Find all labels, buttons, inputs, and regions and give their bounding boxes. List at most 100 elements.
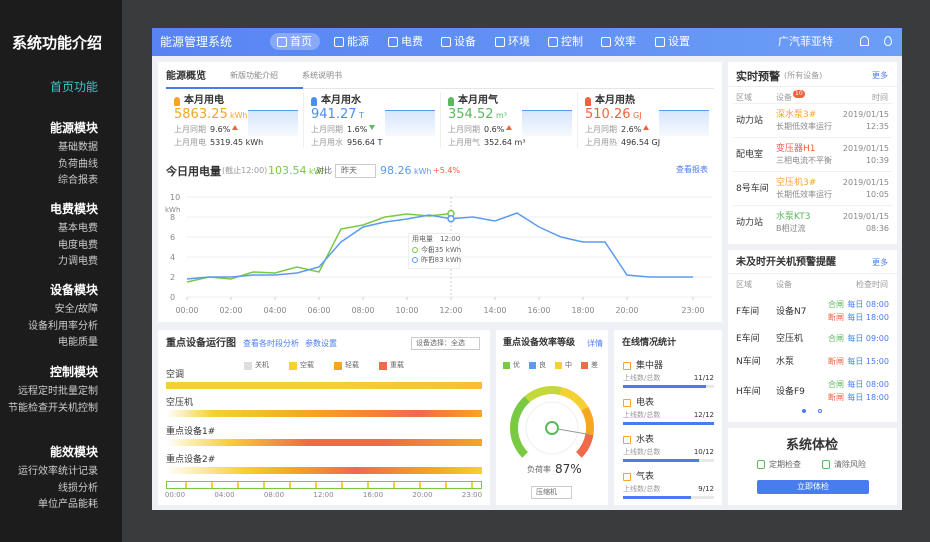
run-bar xyxy=(166,467,482,474)
nav-item[interactable]: 效率 xyxy=(594,33,644,50)
card-unit: T xyxy=(359,111,364,120)
sidebar-item[interactable]: 综合报表 xyxy=(58,175,98,186)
sidebar-item[interactable]: 设备利用率分析 xyxy=(28,320,98,332)
device-label: 空调 xyxy=(166,370,185,380)
report-link[interactable]: 查看报表 xyxy=(676,165,708,174)
sidebar-item[interactable]: 单位产品能耗 xyxy=(38,499,98,510)
y-tick-label: 6 xyxy=(170,233,175,242)
switch-panel xyxy=(728,250,897,422)
trend-arrow xyxy=(643,125,649,130)
card-last: 352.64 m³ xyxy=(484,138,526,147)
today-total: 103.54 xyxy=(268,164,307,177)
nav-icon xyxy=(495,37,505,47)
card-value: 941.27 xyxy=(311,107,357,122)
switch-more[interactable]: 更多 xyxy=(872,258,888,267)
legend-label: 空载 xyxy=(300,361,314,369)
meter-value: 9/12 xyxy=(698,485,714,493)
meter-name: 集中器 xyxy=(636,361,664,371)
sidebar-item[interactable]: 线损分析 xyxy=(58,482,98,494)
card-divider xyxy=(577,92,578,148)
sidebar-item[interactable]: 负荷曲线 xyxy=(58,158,98,170)
nav-item[interactable]: 控制 xyxy=(541,33,591,50)
run-link[interactable]: 查看各时段分析 xyxy=(243,339,299,348)
sidebar-home[interactable]: 首页功能 xyxy=(49,80,98,94)
sidebar-item[interactable]: 安全/故障 xyxy=(54,304,98,315)
series-line xyxy=(186,212,452,283)
sidebar-item[interactable]: 电能质量 xyxy=(58,337,98,348)
compare-select[interactable]: 昨天 xyxy=(335,164,376,178)
sidebar-item[interactable]: 基础数据 xyxy=(58,142,98,153)
timeline-tick: 20:00 xyxy=(412,491,433,499)
run-link[interactable]: 参数设置 xyxy=(305,339,337,348)
alerts-column: 时间 xyxy=(872,93,888,102)
alerts-panel xyxy=(728,62,897,244)
sidebar-item[interactable]: 运行效率统计记录 xyxy=(18,466,98,477)
x-tick-label: 23:00 xyxy=(681,306,704,315)
rule xyxy=(728,273,897,274)
checkup-icon xyxy=(757,460,765,469)
run-select[interactable]: 设备选择：全选 xyxy=(411,337,480,350)
nav-item[interactable]: 环境 xyxy=(488,33,538,50)
trend-arrow xyxy=(369,125,375,130)
checkup-button[interactable]: 立即体检 xyxy=(757,480,869,494)
tab[interactable]: 新版功能介绍 xyxy=(230,71,278,80)
efficiency-link[interactable]: 详情 xyxy=(587,339,603,348)
x-tick-label: 18:00 xyxy=(571,306,594,315)
switch-area: E车间 xyxy=(736,334,760,344)
company[interactable]: 广汽菲亚特 xyxy=(778,35,833,48)
efficiency-select[interactable]: 压缩机 xyxy=(531,486,572,499)
card-icon xyxy=(448,97,454,106)
timeline xyxy=(166,481,482,489)
switch-device: 空压机 xyxy=(776,334,804,344)
nav-icon xyxy=(601,37,611,47)
card-title: 本月用电 xyxy=(184,95,224,106)
meter-bar xyxy=(623,385,707,388)
sidebar-item[interactable]: 基本电费 xyxy=(58,223,98,234)
tooltip-value: 8.35 kWh xyxy=(428,246,462,254)
timeline-tick: 23:00 xyxy=(461,491,483,499)
gauge-band xyxy=(524,386,562,403)
tooltip-time: 12:00 xyxy=(440,235,461,243)
tooltip-name: 今日 xyxy=(421,246,435,254)
tab[interactable]: 系统说明书 xyxy=(302,71,342,80)
alert-device: 变压器H1 xyxy=(776,144,816,154)
tab[interactable]: 能源概览 xyxy=(166,71,206,82)
x-tick-label: 12:00 xyxy=(439,306,462,315)
y-tick-label: 0 xyxy=(170,293,175,302)
rule xyxy=(728,86,897,87)
alerts-more[interactable]: 更多 xyxy=(872,71,888,80)
nav-item[interactable]: 设置 xyxy=(648,33,698,50)
sidebar-group: 能源模块 xyxy=(49,121,98,135)
nav-item[interactable]: 能源 xyxy=(327,33,377,50)
meter-value: 11/12 xyxy=(693,374,714,382)
nav-icon xyxy=(334,37,344,47)
alerts-title: 实时预警 xyxy=(736,70,780,83)
card-cmp-label: 上月同期 xyxy=(585,125,617,134)
card-unit: kWh xyxy=(230,111,248,120)
device-label: 空压机 xyxy=(166,398,194,408)
card-spark xyxy=(248,110,298,136)
alert-date: 2019/01/15 xyxy=(842,110,889,119)
nav-item[interactable]: 电费 xyxy=(381,33,431,50)
today-unit: kWh xyxy=(309,167,327,176)
drop-icon xyxy=(884,36,892,46)
sidebar-item[interactable]: 力调电费 xyxy=(58,256,98,267)
legend-swatch xyxy=(503,362,510,369)
nav-item[interactable]: 首页 xyxy=(270,33,320,50)
checkup-item: 定期检查 xyxy=(769,460,801,469)
meter-bar xyxy=(623,459,699,462)
sidebar-item[interactable]: 节能检查开关机控制 xyxy=(8,402,98,414)
load-value: 87% xyxy=(555,462,582,476)
legend-swatch xyxy=(289,362,297,370)
alert-date: 2019/01/15 xyxy=(842,178,889,187)
sidebar-group: 控制模块 xyxy=(49,365,98,379)
alert-device: 水泵KT3 xyxy=(776,212,811,222)
load-label: 负荷率 xyxy=(527,465,551,474)
nav-item[interactable]: 设备 xyxy=(434,33,484,50)
tooltip-name: 昨日 xyxy=(421,256,435,264)
sidebar-item[interactable]: 远程定时批量定制 xyxy=(18,386,98,397)
sidebar-item[interactable]: 电度电费 xyxy=(58,239,98,251)
switch-time: 每日 08:00 xyxy=(847,380,889,389)
chart-title: 今日用电量 xyxy=(166,165,221,178)
